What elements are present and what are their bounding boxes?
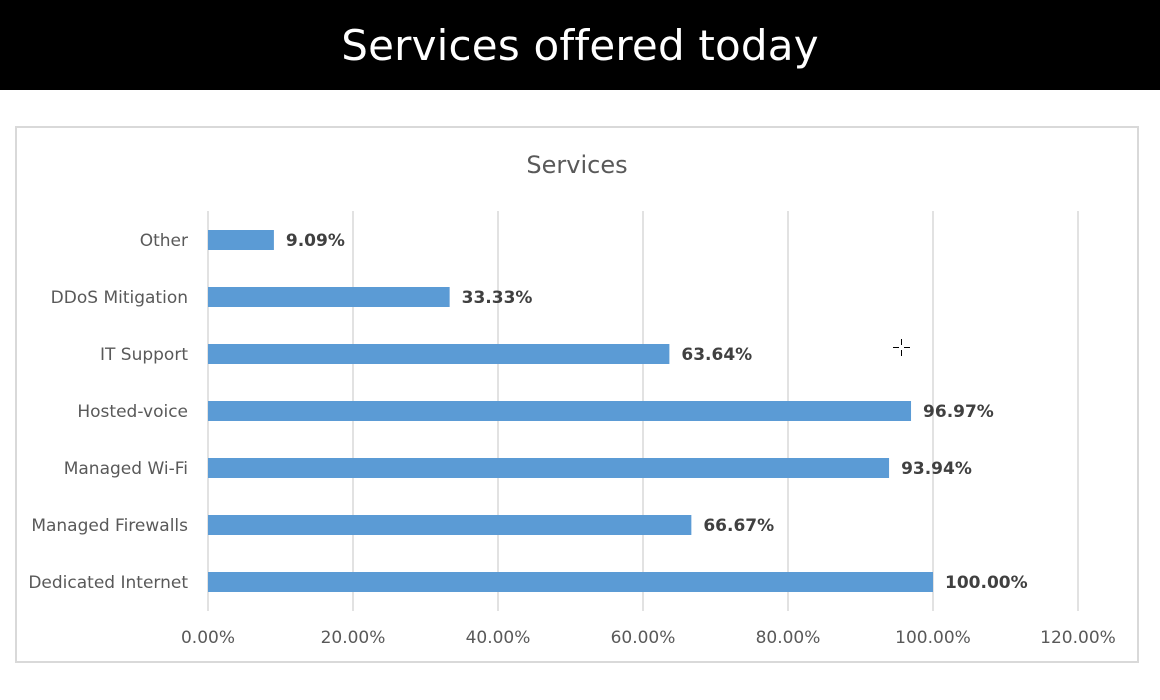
x-axis-tick-labels: 0.00% 20.00% 40.00% 60.00% 80.00% 100.00% 120.… bbox=[181, 628, 1116, 648]
chart-title: Services bbox=[526, 151, 627, 179]
bar bbox=[208, 344, 670, 364]
x-tick-label: 100.00% bbox=[895, 628, 971, 648]
bar bbox=[208, 230, 274, 250]
category-label: DDoS Mitigation bbox=[51, 288, 188, 308]
data-label: 96.97% bbox=[923, 402, 994, 422]
bar bbox=[208, 515, 692, 535]
category-labels: Other DDoS Mitigation IT Support Hosted-voi… bbox=[28, 231, 188, 593]
data-label: 9.09% bbox=[286, 231, 345, 251]
x-tick-label: 40.00% bbox=[466, 628, 531, 648]
bar bbox=[208, 572, 933, 592]
x-tick-label: 20.00% bbox=[321, 628, 386, 648]
bars bbox=[208, 230, 933, 592]
data-label: 93.94% bbox=[901, 459, 972, 479]
bar bbox=[208, 287, 450, 307]
category-label: Hosted-voice bbox=[77, 402, 188, 422]
category-label: Dedicated Internet bbox=[28, 573, 188, 593]
data-labels: 9.09% 33.33% 63.64% 96.97% 93.94% 66.67% 100.0… bbox=[286, 231, 1028, 593]
category-label: IT Support bbox=[100, 345, 188, 365]
data-label: 33.33% bbox=[462, 288, 533, 308]
x-tick-label: 80.00% bbox=[756, 628, 821, 648]
slide-title: Services offered today bbox=[341, 20, 819, 70]
category-label: Managed Firewalls bbox=[31, 516, 188, 536]
data-label: 66.67% bbox=[703, 516, 774, 536]
category-label: Managed Wi-Fi bbox=[64, 459, 188, 479]
x-tick-label: 60.00% bbox=[611, 628, 676, 648]
x-tick-label: 0.00% bbox=[181, 628, 235, 648]
category-label: Other bbox=[140, 231, 188, 251]
bar bbox=[208, 458, 890, 478]
bar bbox=[208, 401, 912, 421]
slide-title-banner: Services offered today bbox=[0, 0, 1160, 90]
data-label: 63.64% bbox=[681, 345, 752, 365]
data-label: 100.00% bbox=[945, 573, 1028, 593]
crosshair-cursor-icon bbox=[893, 339, 910, 356]
x-tick-label: 120.00% bbox=[1040, 628, 1116, 648]
